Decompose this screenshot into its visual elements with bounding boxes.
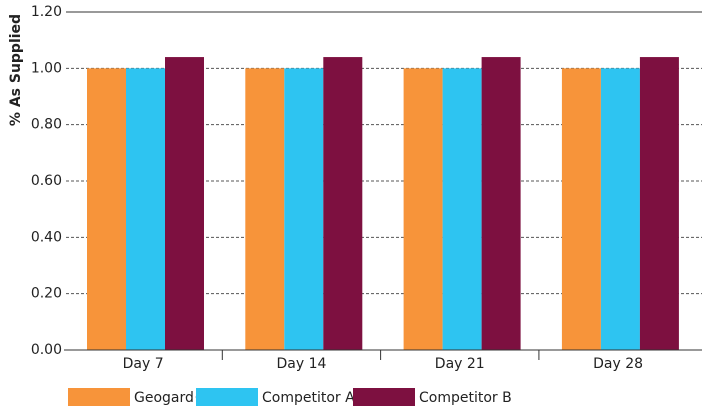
bar (481, 57, 521, 351)
y-tick-label: 0.80 (31, 117, 62, 133)
bar (403, 68, 443, 350)
legend-swatch (196, 388, 258, 406)
legend-label: Competitor A (262, 390, 355, 406)
y-tick-label: 0.00 (31, 342, 62, 358)
y-tick-label: 1.20 (31, 4, 62, 20)
bar (245, 68, 285, 350)
bar (126, 68, 165, 350)
bar (323, 57, 363, 351)
bar (639, 57, 679, 351)
bar (165, 57, 204, 351)
legend-swatch (353, 388, 415, 406)
x-tick-label: Day 14 (276, 356, 326, 372)
x-tick-label: Day 21 (435, 356, 485, 372)
y-tick-label: 0.40 (31, 229, 62, 245)
x-tick-label: Day 7 (123, 356, 164, 372)
y-axis-title: % As Supplied (8, 14, 24, 126)
legend-label: Competitor B (419, 390, 512, 406)
bar (561, 68, 601, 350)
x-tick-label: Day 28 (593, 356, 643, 372)
legend-swatch (68, 388, 130, 406)
bar (600, 68, 640, 350)
bar (442, 68, 482, 350)
y-tick-label: 0.20 (31, 286, 62, 302)
y-tick-label: 0.60 (31, 173, 62, 189)
bar (87, 68, 126, 350)
y-tick-label: 1.00 (31, 60, 62, 76)
bar (284, 68, 324, 350)
